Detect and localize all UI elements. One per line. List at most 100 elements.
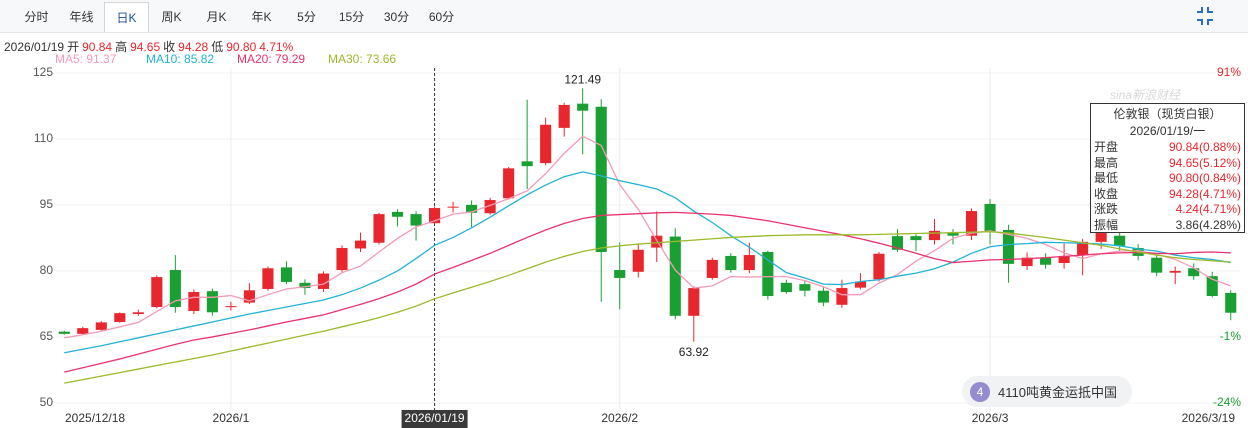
legend-entry: MA10: 85.82 bbox=[146, 52, 214, 66]
tooltip-label: 开盘 bbox=[1094, 140, 1119, 154]
tooltip-value: 94.28(4.71%) bbox=[1168, 186, 1241, 201]
candle-body bbox=[373, 214, 385, 243]
candle-body bbox=[688, 288, 700, 316]
candle-body bbox=[1040, 257, 1052, 265]
candle-body bbox=[632, 249, 644, 272]
tooltip-label: 最低 bbox=[1094, 171, 1119, 185]
period-tab[interactable]: 年线 bbox=[69, 10, 94, 24]
info-label: 开 bbox=[67, 40, 80, 54]
period-tab[interactable]: 30分 bbox=[383, 10, 410, 24]
y-tick-label: 125 bbox=[33, 65, 53, 79]
candle-body bbox=[169, 270, 181, 308]
info-label: 收 bbox=[163, 40, 176, 54]
period-tab[interactable]: 5分 bbox=[297, 10, 316, 24]
tooltip-title: 伦敦银（现货白银） bbox=[1113, 107, 1222, 121]
candle-body bbox=[317, 273, 330, 289]
candle-body bbox=[1114, 235, 1126, 246]
candle-body bbox=[354, 240, 367, 249]
tooltip-label: 涨跌 bbox=[1094, 202, 1119, 216]
info-label: 低 bbox=[211, 40, 224, 54]
crosshair-label-bg bbox=[401, 410, 468, 428]
candle-body bbox=[1151, 257, 1163, 273]
candle-body bbox=[132, 312, 144, 315]
candle-body bbox=[447, 206, 459, 208]
candle-body bbox=[466, 204, 478, 213]
period-tab[interactable]: 周K bbox=[161, 10, 182, 24]
candle-body bbox=[1003, 229, 1015, 264]
notification-text: 4110吨黄金运抵中国 bbox=[998, 385, 1117, 400]
tooltip-date: 2026/01/19/一 bbox=[1129, 124, 1206, 138]
period-tab[interactable]: 年K bbox=[251, 10, 272, 24]
candle-body bbox=[243, 290, 255, 303]
candle-body bbox=[799, 284, 811, 291]
info-value: 94.65 bbox=[130, 40, 161, 54]
candle-body bbox=[928, 230, 941, 241]
candle-body bbox=[725, 255, 737, 271]
x-tick-label: 2026/3/19 bbox=[1182, 411, 1236, 425]
period-tab[interactable]: 15分 bbox=[338, 10, 365, 24]
candle-body bbox=[780, 282, 792, 293]
ma-line bbox=[64, 171, 1231, 354]
min-label: 63.92 bbox=[679, 345, 709, 359]
ma-line bbox=[64, 135, 1231, 339]
info-value: 90.84 bbox=[82, 40, 113, 54]
y-tick-label: 50 bbox=[40, 395, 54, 409]
info-change: 4.71% bbox=[259, 40, 294, 54]
ma-line bbox=[64, 211, 1231, 373]
toolbar bbox=[0, 0, 1248, 33]
candle-body bbox=[206, 291, 218, 313]
candle-body bbox=[669, 236, 681, 316]
x-tick-label: 2026/2 bbox=[601, 411, 638, 425]
period-tab[interactable]: 分时 bbox=[24, 10, 49, 24]
tooltip-row: 开盘 90.84(0.88%) bbox=[1094, 140, 1241, 156]
candle-body bbox=[225, 306, 237, 308]
candle-body bbox=[429, 208, 441, 224]
candle-body bbox=[706, 259, 718, 278]
candle-body bbox=[1206, 276, 1218, 296]
y-tick-label: 80 bbox=[40, 263, 54, 277]
candle-body bbox=[1169, 270, 1181, 273]
candle-body bbox=[410, 214, 422, 226]
candle-body bbox=[262, 268, 274, 289]
candle-body bbox=[595, 106, 607, 252]
candle-body bbox=[1077, 241, 1089, 256]
tooltip-row: 收盘 94.28(4.71%) bbox=[1094, 187, 1241, 203]
y-tick-label: 110 bbox=[34, 131, 53, 145]
candle-body bbox=[965, 211, 978, 236]
period-tab[interactable]: 60分 bbox=[428, 10, 455, 24]
candle-body bbox=[614, 270, 626, 278]
candle-body bbox=[1225, 292, 1237, 313]
period-tab[interactable]: 日K bbox=[104, 2, 149, 32]
news-notification[interactable]: 4 4110吨黄金运抵中国 bbox=[962, 376, 1132, 407]
legend-entry: MA30: 73.66 bbox=[328, 52, 396, 66]
fullscreen-icon[interactable] bbox=[1193, 4, 1217, 28]
candle-body bbox=[577, 103, 589, 111]
candle-body bbox=[484, 200, 496, 214]
candle-body bbox=[336, 248, 348, 271]
candle-body bbox=[58, 331, 70, 334]
y-tick-label: 65 bbox=[40, 329, 54, 343]
tooltip-value: 3.86(4.28%) bbox=[1175, 217, 1241, 232]
candle-body bbox=[95, 322, 107, 330]
candle-body bbox=[891, 236, 904, 250]
tooltip-row: 最高 94.65(5.12%) bbox=[1094, 156, 1241, 172]
x-tick-label: 2026/01/19 bbox=[405, 411, 465, 425]
candle-body bbox=[1021, 257, 1033, 267]
legend-entry: MA20: 79.29 bbox=[237, 52, 305, 66]
candle-body bbox=[817, 290, 829, 303]
candle-body bbox=[854, 281, 866, 288]
tooltip-label: 最高 bbox=[1094, 155, 1119, 170]
x-tick-label: 2025/12/18 bbox=[65, 411, 125, 425]
legend-entry: MA5: 91.37 bbox=[55, 52, 117, 66]
period-tab[interactable]: 月K bbox=[206, 10, 227, 24]
candle-body bbox=[836, 288, 848, 305]
tooltip-value: 94.65(5.12%) bbox=[1168, 155, 1241, 170]
tooltip-value: 90.84(0.88%) bbox=[1168, 140, 1241, 154]
tooltip-row: 涨跌 4.24(4.71%) bbox=[1094, 202, 1241, 218]
tooltip-value: 90.80(0.84%) bbox=[1168, 171, 1241, 185]
candle-body bbox=[188, 292, 200, 311]
candle-body bbox=[1188, 268, 1200, 277]
tooltip-row: 最低 90.80(0.84%) bbox=[1094, 171, 1241, 187]
candle-body bbox=[503, 168, 515, 199]
